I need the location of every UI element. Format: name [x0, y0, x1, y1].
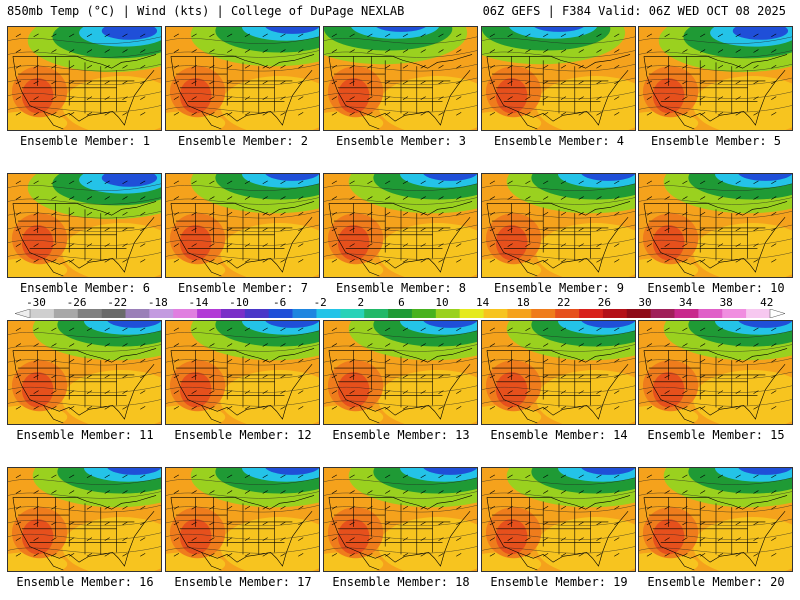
colorbar-segment — [292, 309, 317, 318]
ensemble-map-panel — [165, 173, 320, 278]
colorbar-segment — [531, 309, 556, 318]
colorbar-tick-label: -26 — [66, 296, 87, 309]
ensemble-map-panel — [323, 173, 478, 278]
ensemble-map-panel — [323, 467, 478, 572]
colorbar-segment — [507, 309, 532, 318]
colorbar-segment — [30, 309, 55, 318]
colorbar-segment — [435, 309, 460, 318]
ensemble-member-label: Ensemble Member: 7 — [177, 281, 309, 295]
colorbar-tick-label: 26 — [597, 296, 612, 309]
run-valid-time: 06Z GEFS | F384 Valid: 06Z WED OCT 08 20… — [482, 4, 786, 18]
colorbar-segment — [411, 309, 437, 318]
ensemble-map-panel — [481, 467, 636, 572]
colorbar-segment — [722, 309, 747, 318]
colorbar-tick-label: 38 — [719, 296, 733, 309]
ensemble-map-panel — [7, 26, 162, 131]
ensemble-member-label: Ensemble Member: 11 — [16, 428, 154, 442]
chart-title: 850mb Temp (°C) | Wind (kts) | College o… — [7, 4, 405, 18]
ensemble-map-panel — [165, 467, 320, 572]
ensemble-member-label: Ensemble Member: 20 — [647, 575, 785, 589]
colorbar-tick-label: -6 — [272, 296, 287, 309]
ensemble-member-label: Ensemble Member: 15 — [647, 428, 785, 442]
colorbar-min-arrow — [15, 309, 31, 318]
temperature-colorbar — [15, 309, 785, 318]
colorbar-tick-label: -22 — [107, 296, 128, 309]
colorbar-segment — [173, 309, 198, 318]
ensemble-map-panel — [481, 173, 636, 278]
colorbar-segment — [149, 309, 174, 318]
colorbar-tick-label: -10 — [229, 296, 249, 309]
colorbar-tick-label: -14 — [188, 296, 209, 309]
colorbar-segment — [698, 309, 723, 318]
colorbar-segment — [125, 309, 150, 318]
ensemble-member-label: Ensemble Member: 8 — [335, 281, 467, 295]
colorbar-tick-label: 14 — [475, 296, 490, 309]
ensemble-member-label: Ensemble Member: 14 — [490, 428, 628, 442]
colorbar-tick-label: 30 — [638, 296, 652, 309]
colorbar-segment — [197, 309, 222, 318]
colorbar-segment — [602, 309, 628, 318]
ensemble-map-panel — [165, 26, 320, 131]
colorbar-segment — [316, 309, 341, 318]
ensemble-member-label: Ensemble Member: 1 — [19, 134, 151, 148]
ensemble-member-label: Ensemble Member: 9 — [493, 281, 625, 295]
colorbar-tick-label: 42 — [760, 296, 774, 309]
colorbar-segment — [555, 309, 580, 318]
ensemble-member-label: Ensemble Member: 19 — [490, 575, 628, 589]
colorbar-tick-label: 18 — [516, 296, 530, 309]
ensemble-member-label: Ensemble Member: 12 — [174, 428, 312, 442]
ensemble-member-label: Ensemble Member: 17 — [174, 575, 312, 589]
ensemble-map-panel — [7, 173, 162, 278]
ensemble-member-label: Ensemble Member: 6 — [19, 281, 151, 295]
colorbar-segment — [101, 309, 126, 318]
colorbar-segment — [483, 309, 508, 318]
ensemble-map-panel — [481, 26, 636, 131]
ensemble-map-panel — [323, 26, 478, 131]
ensemble-map-panel — [638, 467, 793, 572]
ensemble-map-panel — [638, 173, 793, 278]
colorbar-tick-label: -18 — [147, 296, 168, 309]
ensemble-member-label: Ensemble Member: 18 — [332, 575, 470, 589]
colorbar-segment — [746, 309, 771, 318]
ensemble-map-panel — [323, 320, 478, 425]
colorbar-segment — [579, 309, 604, 318]
ensemble-member-label: Ensemble Member: 16 — [16, 575, 154, 589]
colorbar-tick-label: -2 — [313, 296, 327, 309]
ensemble-member-label: Ensemble Member: 5 — [650, 134, 782, 148]
colorbar-tick-label: 2 — [357, 296, 365, 309]
colorbar-segment — [53, 309, 79, 318]
ensemble-map-panel — [481, 320, 636, 425]
ensemble-map-panel — [165, 320, 320, 425]
ensemble-member-label: Ensemble Member: 4 — [493, 134, 625, 148]
ensemble-map-panel — [638, 26, 793, 131]
ensemble-map-panel — [7, 320, 162, 425]
ensemble-member-label: Ensemble Member: 13 — [332, 428, 470, 442]
colorbar-segment — [340, 309, 365, 318]
colorbar-segment — [220, 309, 246, 318]
ensemble-member-label: Ensemble Member: 2 — [177, 134, 309, 148]
colorbar-segment — [459, 309, 484, 318]
colorbar-segment — [244, 309, 270, 318]
ensemble-member-label: Ensemble Member: 3 — [335, 134, 467, 148]
colorbar-segment — [626, 309, 651, 318]
colorbar-tick-label: -30 — [26, 296, 46, 309]
colorbar-tick-label: 10 — [435, 296, 449, 309]
colorbar-segment — [77, 309, 102, 318]
colorbar-segment — [364, 309, 389, 318]
colorbar-segment — [268, 309, 293, 318]
colorbar-segment — [650, 309, 675, 318]
colorbar-tick-label: 34 — [678, 296, 693, 309]
colorbar-tick-label: 22 — [557, 296, 571, 309]
colorbar-segment — [388, 309, 413, 318]
colorbar-max-arrow — [769, 309, 785, 318]
ensemble-map-panel — [7, 467, 162, 572]
colorbar-tick-label: 6 — [398, 296, 405, 309]
ensemble-member-label: Ensemble Member: 10 — [647, 281, 785, 295]
ensemble-map-panel — [638, 320, 793, 425]
colorbar-segment — [674, 309, 699, 318]
